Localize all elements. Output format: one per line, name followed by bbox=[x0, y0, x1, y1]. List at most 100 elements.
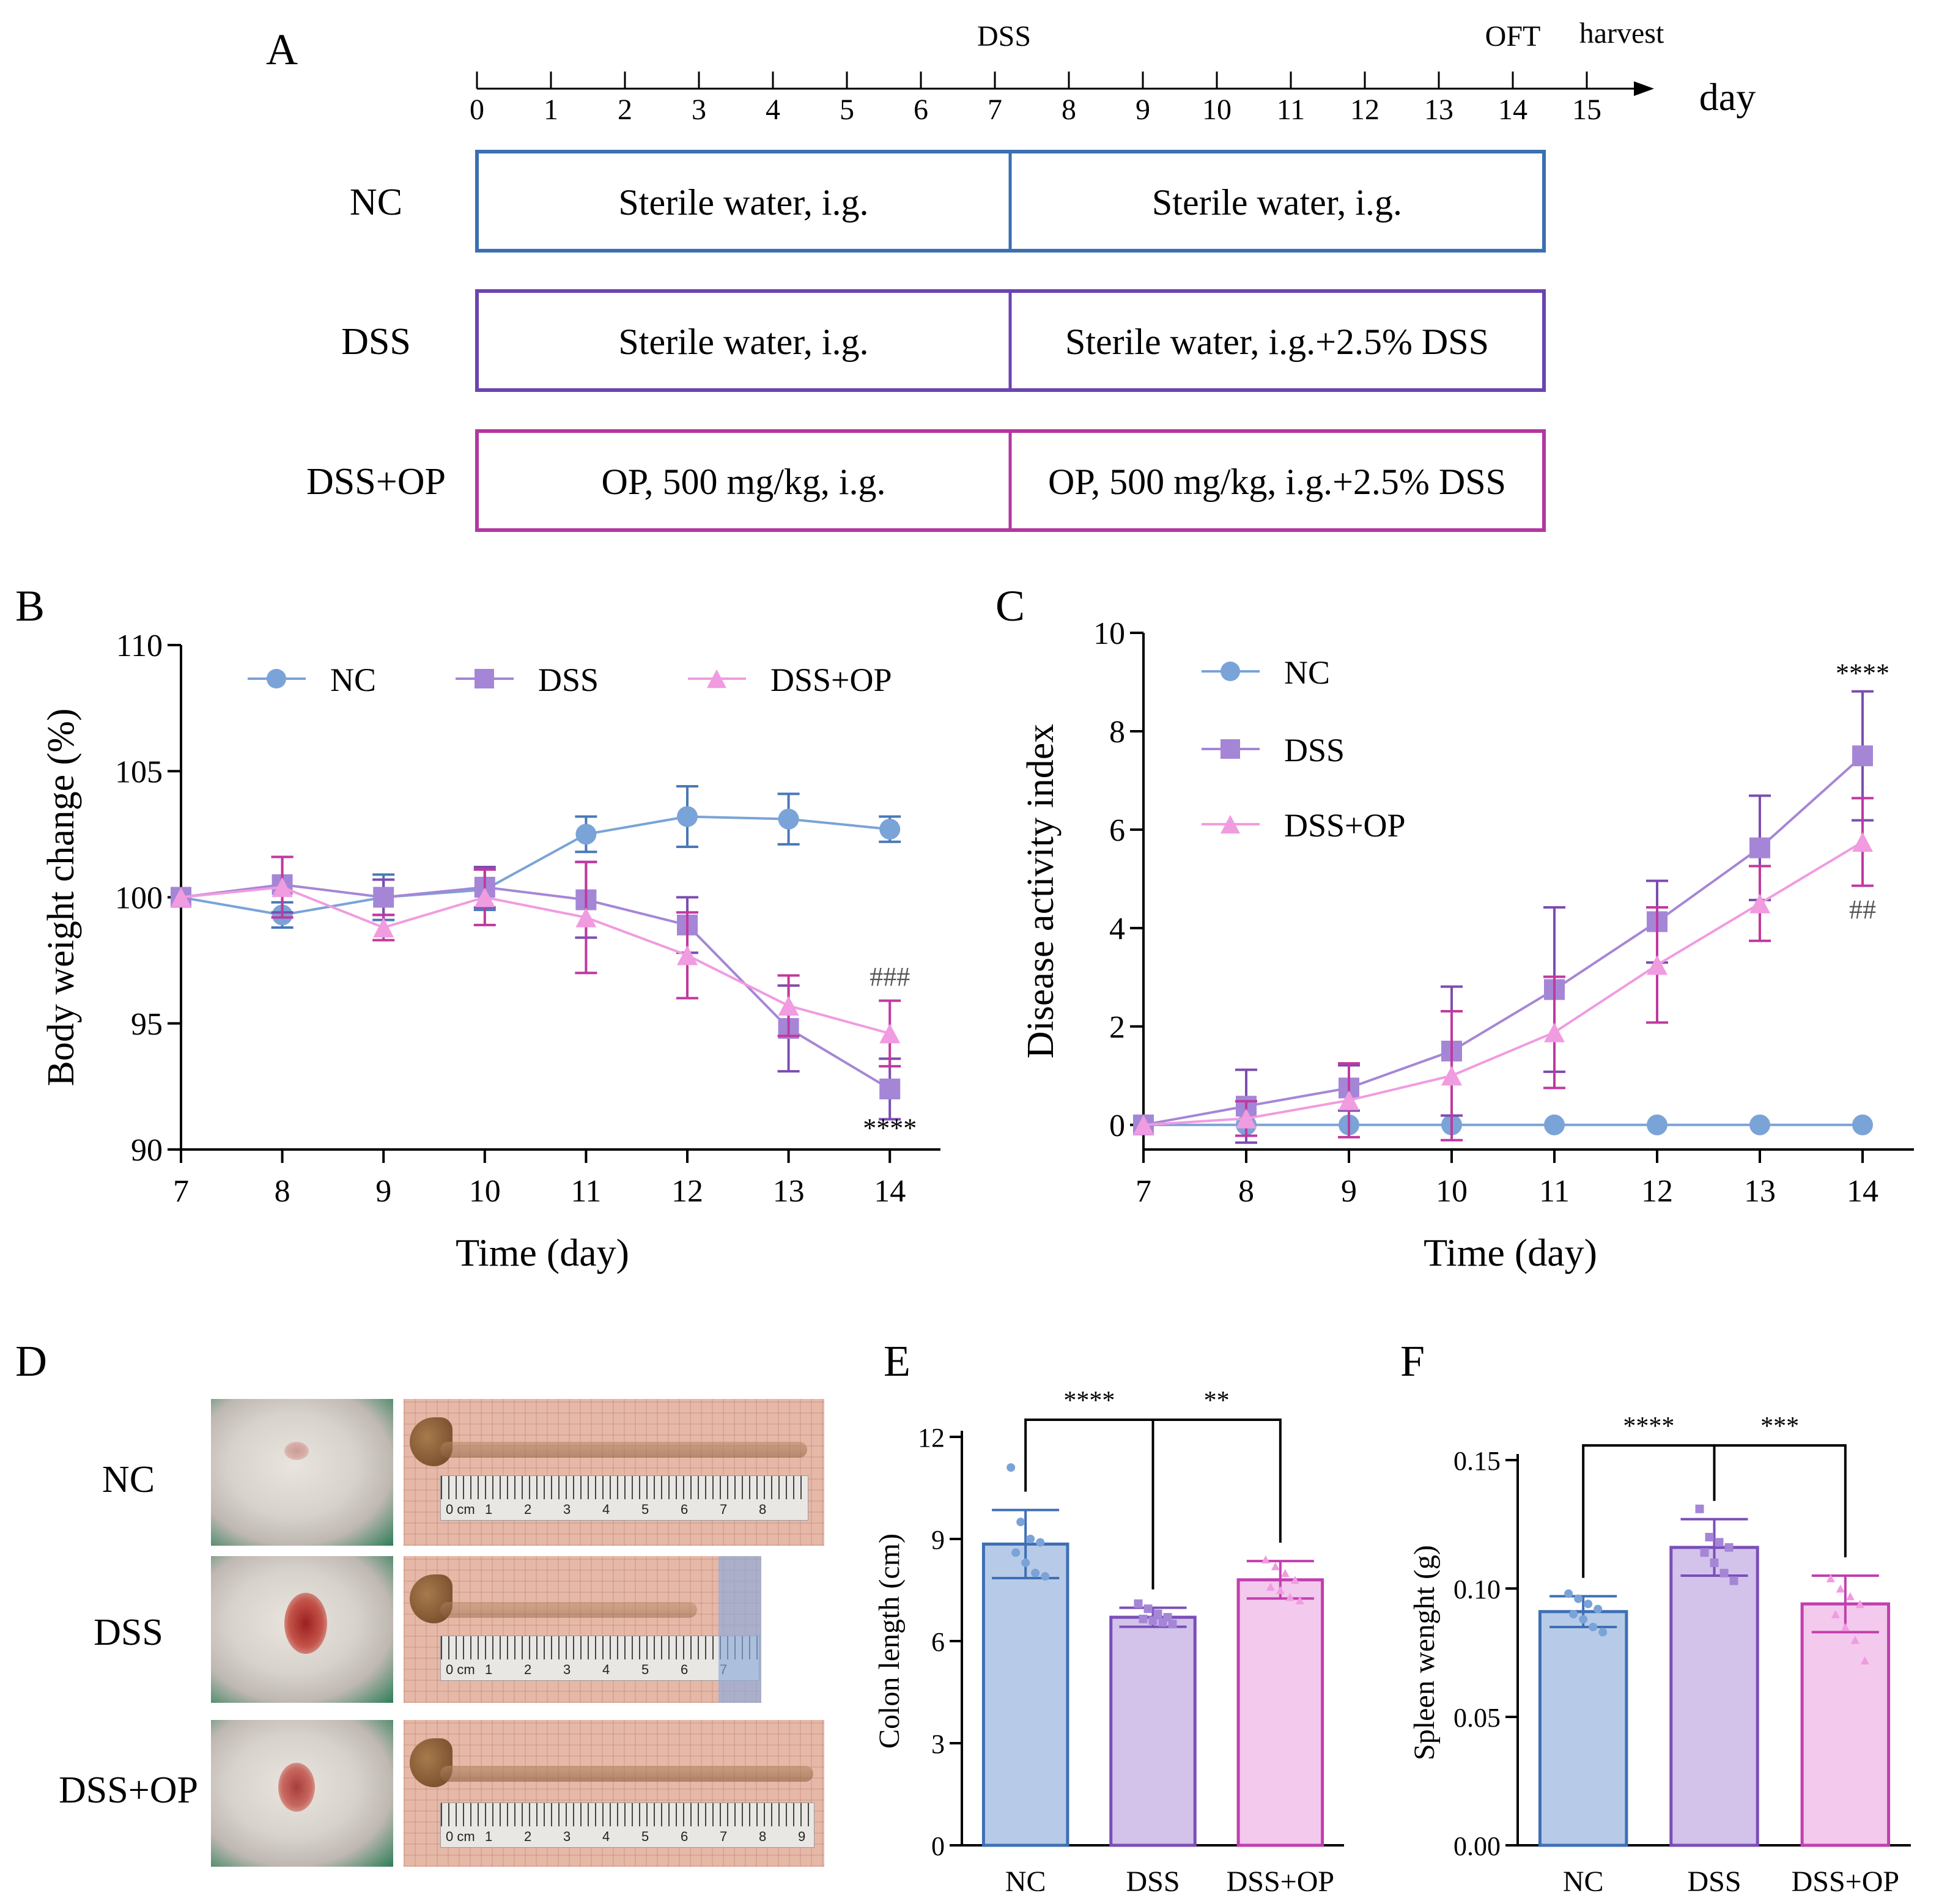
timeline-tick-label-8: 8 bbox=[1062, 94, 1076, 126]
x-axis-title: Time (day) bbox=[456, 1231, 629, 1274]
x-tick-label: 7 bbox=[1136, 1174, 1151, 1209]
timeline-tick-label-2: 2 bbox=[618, 94, 632, 126]
data-point-NC-day-13 bbox=[778, 808, 799, 830]
group-phase2-nc: Sterile water, i.g. bbox=[1152, 182, 1402, 223]
bar-DSS bbox=[1669, 1546, 1759, 1847]
y-tick-label: 4 bbox=[1109, 912, 1125, 946]
panel-label-c: C bbox=[995, 581, 1025, 630]
data-point-NC-day-12 bbox=[1647, 1114, 1668, 1135]
y-tick-label: 3 bbox=[931, 1729, 945, 1759]
timeline-tick-label-6: 6 bbox=[914, 94, 928, 126]
series-line-DSS+OP bbox=[180, 885, 890, 1035]
timeline-marker-oft: OFT bbox=[1485, 20, 1541, 53]
photo-background-dss bbox=[718, 1556, 761, 1703]
series-DSS+OP bbox=[171, 855, 901, 1068]
mouse-photo-dssop bbox=[211, 1720, 393, 1867]
group-label-dss: DSS bbox=[341, 321, 411, 363]
legend-label-NC: NC bbox=[330, 662, 376, 698]
data-point-DSS bbox=[1724, 1543, 1734, 1552]
colon-photo-dssop: 0 cm 1 2 3 4 5 6 7 8 9 bbox=[404, 1720, 824, 1867]
ruler-number: 5 bbox=[641, 1662, 649, 1677]
legend-label-DSS+OP: DSS+OP bbox=[1284, 807, 1406, 844]
colon-dssop bbox=[440, 1766, 813, 1782]
comparison-bracket: ** bbox=[1151, 1387, 1282, 1590]
ruler-number: 6 bbox=[681, 1829, 689, 1844]
ruler-number: 5 bbox=[641, 1829, 649, 1844]
y-tick-label: 0.15 bbox=[1453, 1446, 1501, 1476]
ruler-number: 3 bbox=[563, 1502, 571, 1517]
data-point-DSS+OP bbox=[1261, 1555, 1270, 1564]
data-point-NC bbox=[1026, 1535, 1035, 1543]
data-point-DSS bbox=[1700, 1548, 1709, 1557]
ruler-number: 4 bbox=[602, 1829, 610, 1844]
data-point-DSS+OP bbox=[1845, 1592, 1855, 1601]
data-point-NC bbox=[1569, 1610, 1578, 1618]
y-tick-label: 95 bbox=[131, 1007, 163, 1042]
timeline-tick-label-13: 13 bbox=[1424, 94, 1453, 126]
timeline-tick-label-0: 0 bbox=[470, 94, 484, 126]
x-tick-label: 11 bbox=[571, 1174, 601, 1209]
data-point-NC bbox=[1036, 1538, 1045, 1547]
ruler-number: 0 cm bbox=[446, 1829, 475, 1844]
y-tick-label: 0.00 bbox=[1453, 1831, 1501, 1861]
timeline-unit-label: day bbox=[1699, 75, 1756, 119]
data-point-DSS+OP-day-10 bbox=[1441, 1066, 1462, 1086]
data-point-DSS+OP bbox=[1266, 1582, 1275, 1591]
x-tick-label: 10 bbox=[1436, 1174, 1468, 1209]
data-point-DSS+OP bbox=[1276, 1585, 1285, 1595]
data-point-DSS+OP-day-14 bbox=[1852, 832, 1873, 852]
data-point-DSS+OP bbox=[1850, 1636, 1860, 1644]
y-tick-label: 9 bbox=[931, 1525, 945, 1555]
timeline-marker-harvest: harvest bbox=[1579, 17, 1664, 50]
data-point-NC bbox=[1021, 1558, 1030, 1567]
y-tick-label: 6 bbox=[931, 1627, 945, 1657]
timeline-tick-label-7: 7 bbox=[988, 94, 1002, 126]
data-point-DSS bbox=[1715, 1538, 1724, 1547]
ruler-number: 8 bbox=[759, 1829, 767, 1844]
y-tick-label: 110 bbox=[116, 629, 163, 663]
data-point-NC bbox=[1574, 1594, 1583, 1603]
data-point-DSS-day-9 bbox=[373, 887, 394, 908]
y-tick-label: 12 bbox=[918, 1423, 945, 1453]
y-tick-label: 8 bbox=[1109, 715, 1125, 750]
legend-marker-NC bbox=[267, 669, 286, 688]
data-point-DSS bbox=[1695, 1504, 1704, 1513]
spleen-weight-chart: 0.00 0.05 0.10 0.15 Spleen wenght (g) NC DSS DS… bbox=[1408, 1412, 1911, 1898]
bar-NC bbox=[981, 1542, 1069, 1847]
panel-f: F 0.00 0.05 0.10 0.15 Spleen wenght (g) NC DSS… bbox=[1400, 1337, 1911, 1898]
ruler-number: 1 bbox=[485, 1829, 493, 1844]
x-tick-label: 14 bbox=[1847, 1174, 1878, 1209]
panel-label-f: F bbox=[1400, 1337, 1425, 1386]
ruler-number: 4 bbox=[602, 1662, 610, 1677]
colon-dss bbox=[440, 1602, 697, 1618]
data-point-DSS bbox=[1134, 1599, 1143, 1608]
series-line-NC bbox=[180, 815, 890, 917]
timeline-tick-label-4: 4 bbox=[766, 94, 780, 126]
treatment-groups: NC Sterile water, i.g. Sterile water, i.g.… bbox=[306, 150, 1546, 532]
data-point-DSS+OP-day-14 bbox=[879, 1024, 901, 1044]
mouse-photo-dss bbox=[211, 1556, 393, 1703]
ruler-number: 0 cm bbox=[446, 1662, 475, 1677]
ruler-number: 3 bbox=[563, 1829, 571, 1844]
ruler-number: 0 cm bbox=[446, 1502, 475, 1517]
legend-marker-DSS+OP bbox=[707, 669, 726, 688]
group-phase1-nc: Sterile water, i.g. bbox=[618, 182, 868, 223]
ruler-number: 6 bbox=[681, 1662, 689, 1677]
data-point-NC bbox=[1011, 1548, 1021, 1557]
cecum-dss bbox=[410, 1574, 452, 1623]
legend-marker-NC bbox=[1221, 662, 1240, 681]
x-tick-label-NC: NC bbox=[1563, 1865, 1604, 1898]
data-point-DSS+OP-day-12 bbox=[677, 945, 698, 965]
x-tick-label: 14 bbox=[874, 1174, 906, 1209]
series-DSS bbox=[1133, 690, 1874, 1144]
body-weight-chart: 90 95 100 105 110 7 8 9 10 11 12 13 14 Time (day) Body… bbox=[40, 629, 940, 1274]
y-tick-label: 0 bbox=[1109, 1109, 1125, 1143]
comparison-label: ** bbox=[1204, 1387, 1230, 1415]
data-point-DSS+OP bbox=[1855, 1600, 1864, 1608]
bar-group-DSS+OP bbox=[1800, 1574, 1891, 1847]
x-axis-title: Time (day) bbox=[1424, 1231, 1597, 1274]
x-tick-label-DSS+OP: DSS+OP bbox=[1227, 1865, 1334, 1898]
data-point-DSS bbox=[1168, 1620, 1177, 1629]
